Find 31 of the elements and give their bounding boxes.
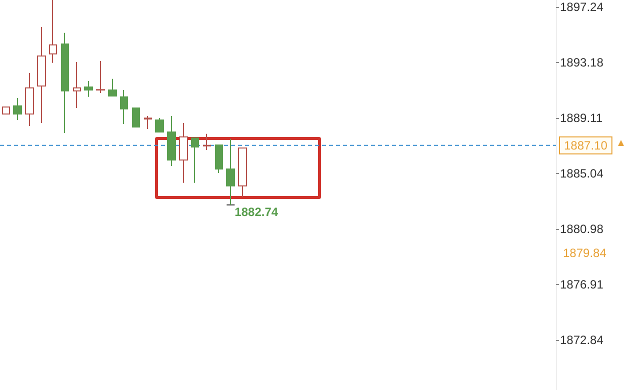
- y-tick-label: 1872.84: [560, 333, 604, 348]
- candlestick: [37, 26, 46, 124]
- candlestick: [73, 61, 81, 108]
- candlestick: [108, 78, 117, 96]
- candlestick: [191, 138, 199, 184]
- y-tick-label: 1876.91: [560, 277, 604, 292]
- candlestick: [226, 138, 235, 206]
- y-tick-label: 1880.98: [560, 222, 604, 236]
- candlestick: [155, 117, 164, 132]
- candlestick: [13, 98, 22, 120]
- candlestick: [84, 80, 93, 98]
- candlestick: [132, 107, 140, 128]
- text: 1879.84: [563, 246, 607, 260]
- candlestick: [2, 106, 10, 114]
- candlestick: [144, 116, 152, 130]
- candlestick: [203, 133, 211, 151]
- candlestick: [167, 116, 176, 166]
- annotation: 1882.74: [234, 204, 278, 219]
- y-tick-label: 1889.11: [560, 110, 603, 125]
- candlestick: [215, 144, 223, 174]
- candlestick: [96, 60, 105, 94]
- y-tick-label: 1885.04: [560, 166, 604, 180]
- ref-line-label: 1887.10: [564, 138, 608, 152]
- candlestick: [61, 32, 69, 134]
- candlestick: [179, 122, 188, 184]
- y-tick-label: 1893.18: [560, 55, 604, 70]
- y-tick-label: 1897.24: [560, 0, 604, 14]
- candlestick: [120, 89, 128, 124]
- candlestick: [238, 147, 247, 198]
- candlestick: [49, 0, 57, 64]
- candlestick: [25, 72, 34, 126]
